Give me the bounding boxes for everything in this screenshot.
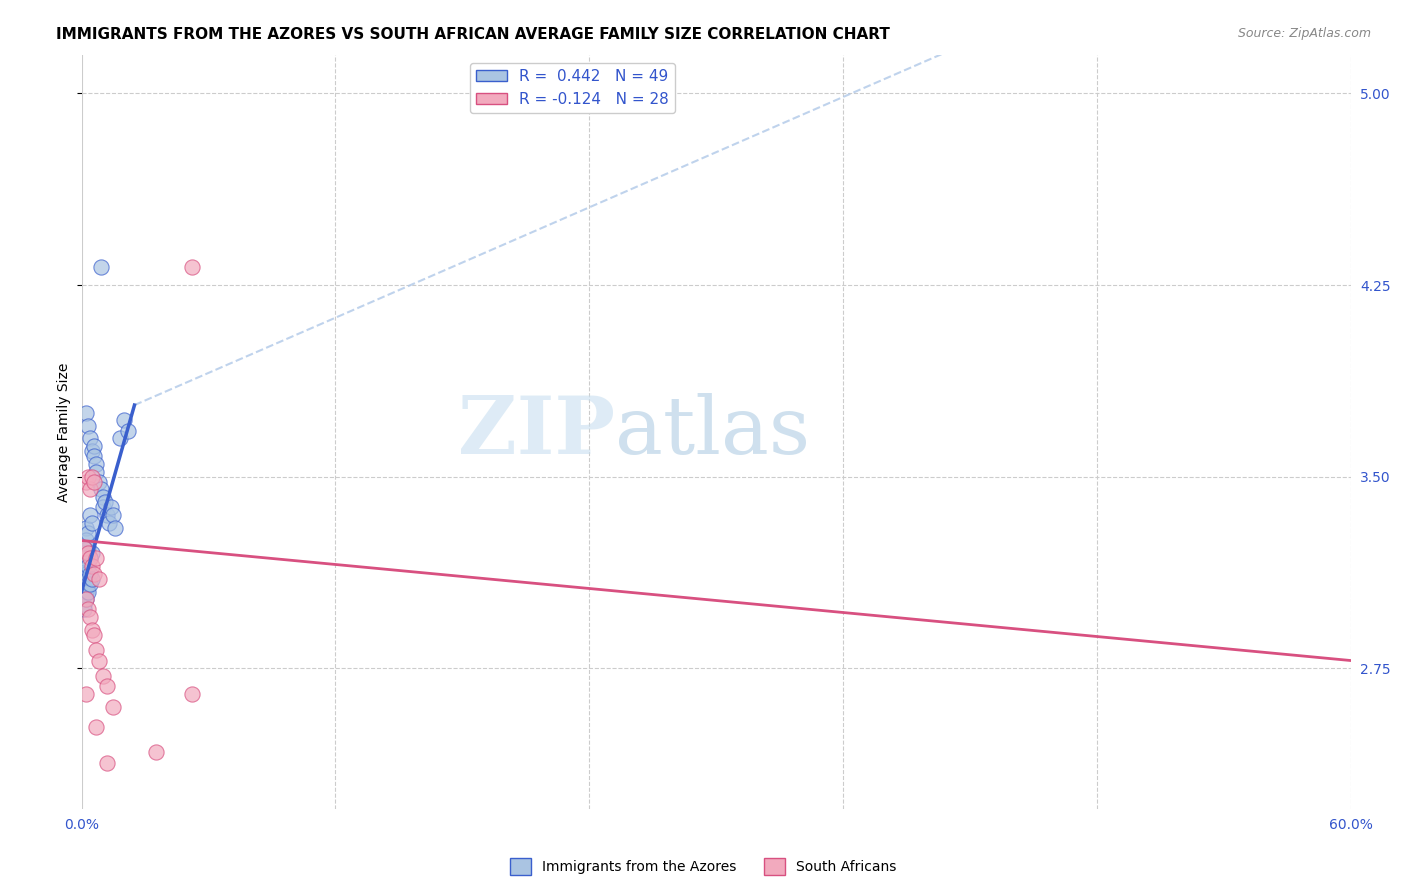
Point xyxy=(82,572,104,586)
Point xyxy=(82,546,104,560)
Point xyxy=(100,500,122,515)
Point xyxy=(83,566,105,581)
Point xyxy=(83,475,105,489)
Point xyxy=(82,444,104,458)
Point xyxy=(73,572,96,586)
Point xyxy=(86,643,108,657)
Text: Source: ZipAtlas.com: Source: ZipAtlas.com xyxy=(1237,27,1371,40)
Point xyxy=(96,508,118,522)
Point xyxy=(96,679,118,693)
Point xyxy=(79,483,101,497)
Point xyxy=(180,687,202,701)
Point xyxy=(73,546,96,560)
Point xyxy=(77,559,100,574)
Point xyxy=(86,720,108,734)
Legend: Immigrants from the Azores, South Africans: Immigrants from the Azores, South Africa… xyxy=(505,853,901,880)
Point xyxy=(112,413,135,427)
Point xyxy=(73,559,96,574)
Point xyxy=(75,566,97,581)
Point xyxy=(82,559,104,574)
Point xyxy=(77,577,100,591)
Point xyxy=(145,746,167,760)
Point xyxy=(117,424,139,438)
Point xyxy=(87,653,110,667)
Text: IMMIGRANTS FROM THE AZORES VS SOUTH AFRICAN AVERAGE FAMILY SIZE CORRELATION CHAR: IMMIGRANTS FROM THE AZORES VS SOUTH AFRI… xyxy=(56,27,890,42)
Point xyxy=(73,551,96,566)
Point xyxy=(79,566,101,581)
Point xyxy=(75,475,97,489)
Point xyxy=(73,541,96,555)
Y-axis label: Average Family Size: Average Family Size xyxy=(58,362,72,501)
Point xyxy=(87,475,110,489)
Point xyxy=(87,572,110,586)
Point xyxy=(73,597,96,611)
Point xyxy=(77,541,100,555)
Point xyxy=(77,546,100,560)
Point xyxy=(91,500,114,515)
Point xyxy=(77,469,100,483)
Point xyxy=(75,406,97,420)
Point xyxy=(79,551,101,566)
Point xyxy=(91,669,114,683)
Point xyxy=(79,508,101,522)
Point xyxy=(82,516,104,530)
Point xyxy=(86,551,108,566)
Point xyxy=(75,592,97,607)
Point xyxy=(75,521,97,535)
Point xyxy=(79,431,101,445)
Point xyxy=(98,516,121,530)
Text: ZIP: ZIP xyxy=(457,392,614,471)
Point xyxy=(79,577,101,591)
Point xyxy=(75,577,97,591)
Legend: R =  0.442   N = 49, R = -0.124   N = 28: R = 0.442 N = 49, R = -0.124 N = 28 xyxy=(470,62,675,112)
Point xyxy=(77,584,100,599)
Point xyxy=(86,465,108,479)
Point xyxy=(79,551,101,566)
Point xyxy=(86,457,108,471)
Point xyxy=(75,687,97,701)
Point xyxy=(103,508,125,522)
Point xyxy=(180,260,202,274)
Point xyxy=(75,584,97,599)
Point xyxy=(77,418,100,433)
Point xyxy=(83,439,105,453)
Point xyxy=(75,592,97,607)
Point xyxy=(79,610,101,624)
Text: atlas: atlas xyxy=(614,392,810,471)
Point xyxy=(75,533,97,548)
Point xyxy=(94,495,117,509)
Point xyxy=(77,572,100,586)
Point xyxy=(90,483,112,497)
Point xyxy=(96,756,118,770)
Point xyxy=(77,602,100,616)
Point xyxy=(82,469,104,483)
Point xyxy=(77,525,100,540)
Point xyxy=(90,260,112,274)
Point xyxy=(73,584,96,599)
Point xyxy=(73,602,96,616)
Point xyxy=(73,541,96,555)
Point xyxy=(82,623,104,637)
Point xyxy=(103,699,125,714)
Point xyxy=(91,490,114,504)
Point xyxy=(83,449,105,463)
Point xyxy=(83,628,105,642)
Point xyxy=(108,431,131,445)
Point xyxy=(104,521,127,535)
